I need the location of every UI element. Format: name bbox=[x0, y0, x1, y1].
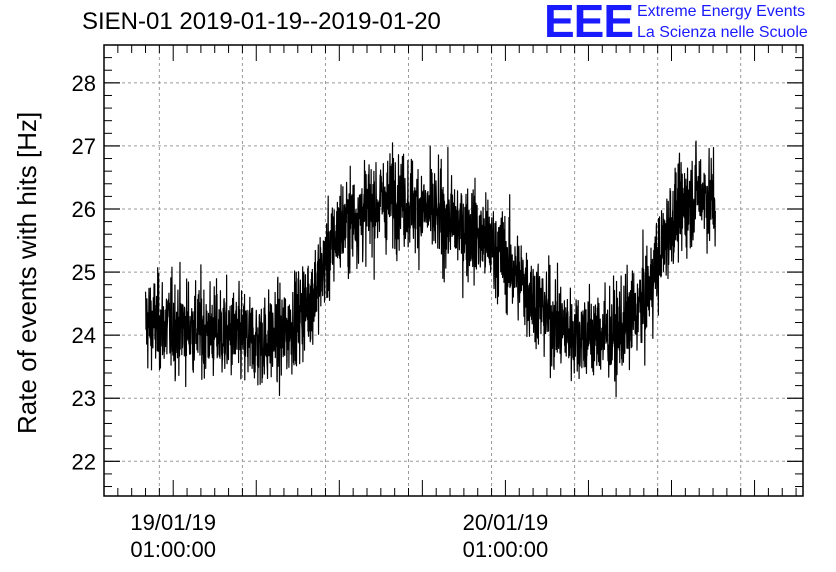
y-tick-label: 27 bbox=[72, 134, 96, 159]
y-axis-label: Rate of events with hits [Hz] bbox=[12, 111, 42, 434]
x-tick-label-date: 19/01/19 bbox=[130, 510, 216, 535]
grid-lines bbox=[104, 45, 803, 496]
y-tick-label: 26 bbox=[72, 197, 96, 222]
y-tick-label: 25 bbox=[72, 260, 96, 285]
y-tick-label: 22 bbox=[72, 449, 96, 474]
y-tick-label: 28 bbox=[72, 71, 96, 96]
plot-frame bbox=[103, 44, 804, 497]
logo-line-2: La Scienza nelle Scuole bbox=[637, 24, 808, 41]
plot-border bbox=[103, 44, 804, 497]
eee-logo-mark: EEE bbox=[544, 0, 634, 47]
chart-title: SIEN-01 2019-01-19--2019-01-20 bbox=[82, 8, 441, 35]
x-tick-label-date: 20/01/19 bbox=[463, 510, 549, 535]
axis-ticks bbox=[103, 44, 803, 496]
x-tick-label-time: 01:00:00 bbox=[463, 537, 549, 562]
tick-labels: 2223242526272819/01/1901:00:0020/01/1901… bbox=[72, 71, 549, 562]
x-tick-label-time: 01:00:00 bbox=[130, 537, 216, 562]
logo-line-1: Extreme Energy Events bbox=[637, 3, 806, 20]
series-line bbox=[144, 140, 716, 398]
series-line-group bbox=[144, 140, 716, 398]
y-tick-label: 24 bbox=[72, 323, 96, 348]
y-tick-label: 23 bbox=[72, 386, 96, 411]
